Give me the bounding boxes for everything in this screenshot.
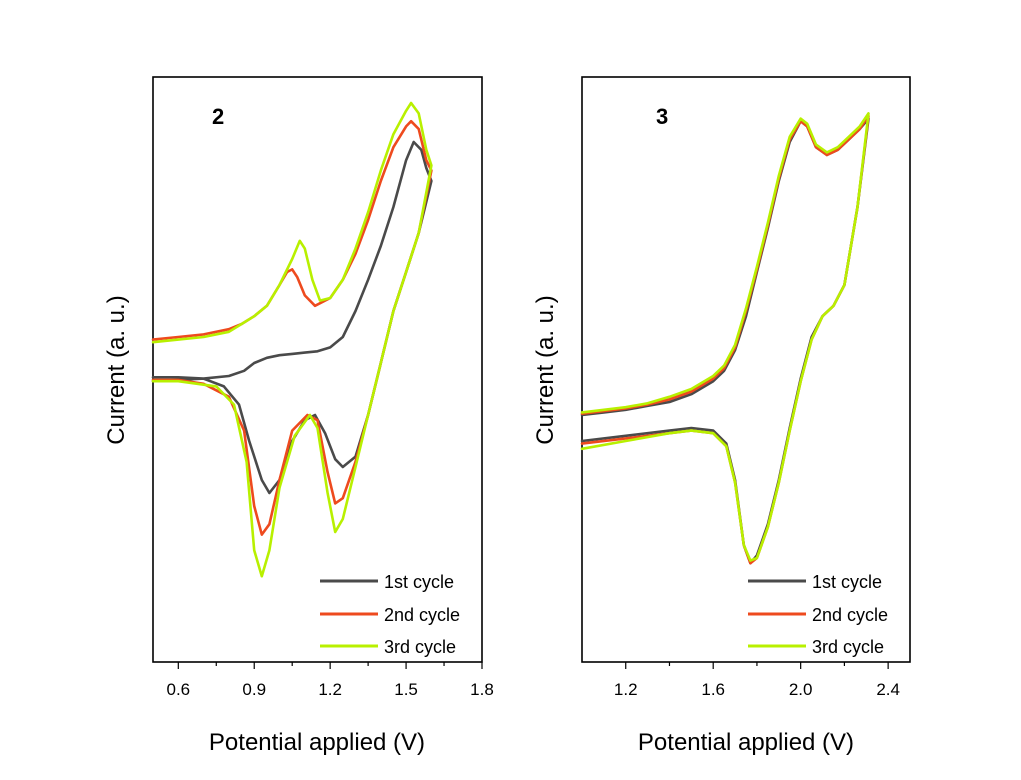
x-axis-ticks: 1.2 1.6 2.0 2.4 bbox=[614, 662, 900, 699]
legend-label: 3rd cycle bbox=[384, 637, 456, 657]
x-tick-label: 1.8 bbox=[470, 680, 494, 699]
x-tick-label: 1.2 bbox=[614, 680, 638, 699]
x-tick-label: 0.9 bbox=[242, 680, 266, 699]
plot-frame bbox=[152, 76, 483, 663]
series-line bbox=[580, 114, 870, 565]
plot-curves bbox=[151, 101, 433, 578]
panel-label: 3 bbox=[656, 104, 668, 129]
chart-panel-3: 1.2 1.6 2.0 2.4 3 Potential applied (V) Cur… bbox=[532, 76, 911, 756]
chart-panel-2: 0.6 0.9 1.2 1.5 1.8 2 Potential applied (V) … bbox=[103, 76, 494, 756]
legend-label: 2nd cycle bbox=[812, 605, 888, 625]
series-line bbox=[580, 117, 870, 565]
x-tick-label: 2.0 bbox=[789, 680, 813, 699]
series-line bbox=[151, 140, 433, 495]
legend-label: 1st cycle bbox=[812, 572, 882, 592]
x-axis-title: Potential applied (V) bbox=[638, 729, 854, 756]
legend-label: 1st cycle bbox=[384, 572, 454, 592]
x-tick-label: 1.5 bbox=[394, 680, 418, 699]
series-line bbox=[580, 112, 870, 562]
x-axis-title: Potential applied (V) bbox=[209, 729, 425, 756]
y-axis-title: Current (a. u.) bbox=[532, 295, 559, 444]
x-tick-label: 0.6 bbox=[166, 680, 190, 699]
legend: 1st cycle 2nd cycle 3rd cycle bbox=[320, 572, 460, 657]
panel-label: 2 bbox=[212, 104, 224, 129]
plot-frame bbox=[581, 76, 911, 663]
legend: 1st cycle 2nd cycle 3rd cycle bbox=[748, 572, 888, 657]
x-tick-label: 1.6 bbox=[701, 680, 725, 699]
x-tick-label: 1.2 bbox=[318, 680, 342, 699]
series-line bbox=[151, 101, 433, 578]
plot-curves bbox=[580, 112, 870, 565]
legend-label: 3rd cycle bbox=[812, 637, 884, 657]
x-tick-label: 2.4 bbox=[876, 680, 900, 699]
y-axis-title: Current (a. u.) bbox=[103, 295, 130, 444]
legend-label: 2nd cycle bbox=[384, 605, 460, 625]
x-axis-ticks: 0.6 0.9 1.2 1.5 1.8 bbox=[166, 662, 494, 699]
